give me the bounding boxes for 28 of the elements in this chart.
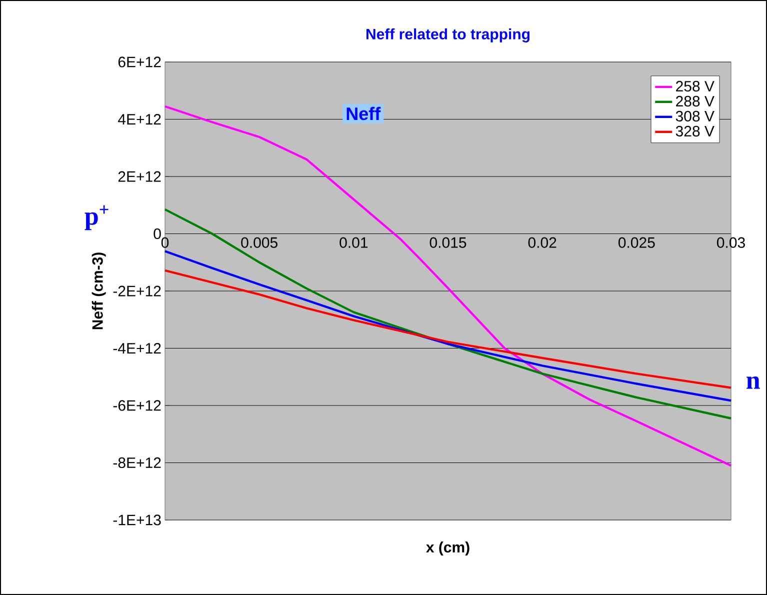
x-axis-title: x (cm) <box>426 542 470 556</box>
line-series <box>164 269 732 389</box>
x-tick-label: 0.03 <box>716 237 745 248</box>
x-tick-label: 0 <box>161 237 169 248</box>
y-tick-label: -2E+12 <box>113 286 161 296</box>
y-tick-label: 6E+12 <box>118 56 161 68</box>
x-tick-label: 0.02 <box>528 237 556 248</box>
legend-label: 258 V <box>676 80 714 92</box>
x-tick-label: 0.015 <box>430 237 466 248</box>
legend-label: 308 V <box>676 110 714 122</box>
y-tick-label: 4E+12 <box>118 114 161 124</box>
y-tick-label: -1E+13 <box>113 514 161 526</box>
x-tick-label: 0.01 <box>340 237 368 248</box>
text: n <box>746 376 760 389</box>
y-tick-label: -8E+12 <box>113 457 161 468</box>
chart-title: Neff related to trapping <box>366 28 530 42</box>
y-tick-label: -6E+12 <box>113 400 161 411</box>
text: p$^{+}$ <box>84 205 108 230</box>
x-tick-label: 0.005 <box>241 237 278 248</box>
legend-label: 288 V <box>676 96 714 107</box>
annotation: Neff <box>346 106 381 120</box>
y-tick-label: 0 <box>154 228 161 240</box>
x-tick-label: 0.025 <box>618 237 655 248</box>
legend-label: 328 V <box>676 126 714 136</box>
y-tick-label: 2E+12 <box>118 171 161 182</box>
y-axis-title: Neff (cm-3) <box>92 252 106 330</box>
y-tick-label: -4E+12 <box>113 343 161 354</box>
line-series <box>164 250 732 402</box>
